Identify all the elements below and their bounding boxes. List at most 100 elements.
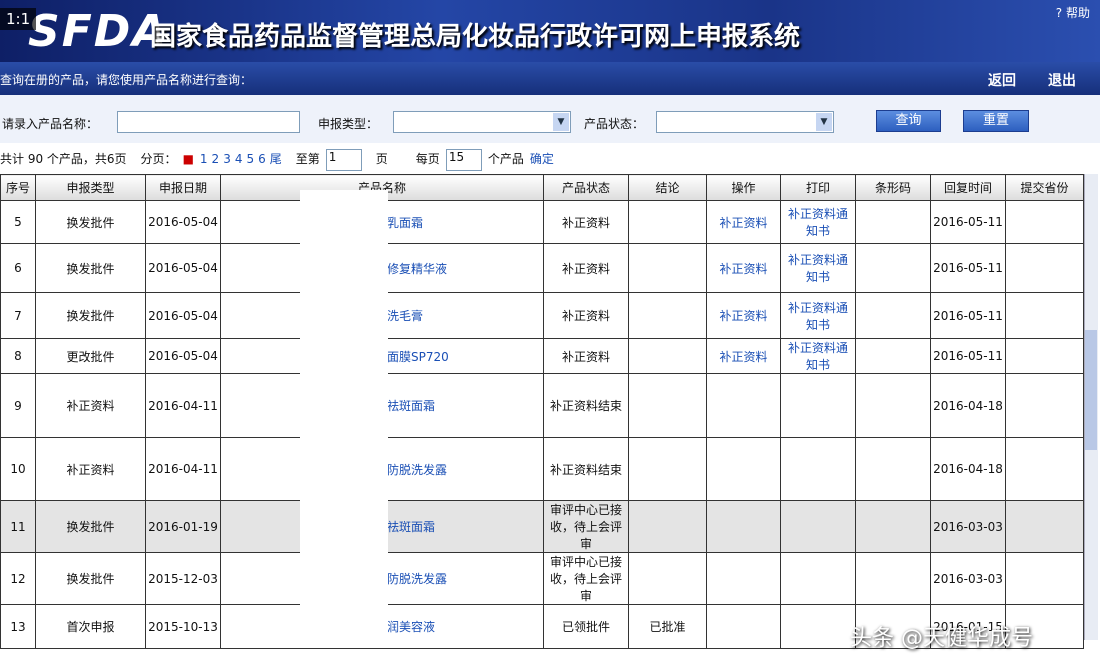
product-name[interactable]: 润美容液	[387, 620, 436, 634]
product-name[interactable]: 面膜SP720	[387, 349, 449, 364]
status: 补正资料结束	[549, 399, 622, 413]
page-link[interactable]: 5	[246, 152, 255, 166]
cell: 7	[0, 292, 36, 339]
table-row: 7 换发批件 2016-05-04 洗毛膏 补正资料 补正资料 补正资料通知书 2016-05…	[0, 292, 1084, 339]
seq: 11	[10, 519, 26, 534]
cell: 2016-05-11	[930, 243, 1006, 293]
cell	[855, 243, 931, 293]
help-text[interactable]: 帮助	[1065, 6, 1090, 20]
page-link[interactable]: 3	[223, 152, 231, 166]
product-name[interactable]: 防脱洗发露	[387, 572, 448, 586]
status: 补正资料	[561, 309, 610, 323]
table-row: 10 补正资料 2016-04-11 防脱洗发露 补正资料结束 2016-04-18	[0, 437, 1084, 501]
apply-date: 2016-05-04	[148, 349, 218, 363]
print[interactable]: 补正资料通知书	[787, 300, 848, 332]
table-row: 5 换发批件 2016-05-04 乳面霜 补正资料 补正资料 补正资料通知书 2016-05…	[0, 200, 1084, 244]
status-select[interactable]: ▼	[656, 111, 834, 133]
action[interactable]: 补正资料	[719, 215, 768, 230]
apply-type: 换发批件	[66, 309, 115, 323]
product-name[interactable]: 洗毛膏	[387, 309, 424, 323]
cell: 2016-05-04	[145, 292, 221, 339]
cell: 2016-03-03	[930, 552, 1006, 605]
goto-input[interactable]: 1	[325, 148, 362, 171]
cell	[1005, 200, 1084, 244]
goto-label: 至第	[295, 152, 320, 166]
cell: 2016-05-11	[930, 200, 1006, 244]
table-row: 11 换发批件 2016-01-19 祛斑面霜 审评中心已接收，待上会评审 2016-03…	[0, 500, 1084, 553]
product-name[interactable]: 修复精华液	[387, 261, 448, 276]
cell	[780, 604, 856, 649]
seq: 7	[14, 308, 22, 323]
per-page-input[interactable]: 15	[445, 148, 482, 171]
product-name[interactable]: 祛斑面霜	[387, 399, 436, 413]
action[interactable]: 补正资料	[719, 309, 768, 323]
cell: 更改批件	[35, 338, 146, 374]
column-header: 提交省份	[1005, 174, 1084, 201]
cell	[855, 437, 931, 501]
cell: 审评中心已接收，待上会评审	[543, 552, 629, 605]
name-input[interactable]	[117, 111, 300, 133]
last-link[interactable]: 尾	[269, 152, 282, 166]
cell	[706, 604, 781, 649]
apply-type: 首次申报	[66, 620, 115, 634]
back-link[interactable]: 返回	[988, 73, 1016, 89]
cell: 补正资料	[543, 200, 629, 244]
column-header: 结论	[628, 174, 707, 201]
action[interactable]: 补正资料	[719, 261, 768, 276]
status: 补正资料	[561, 261, 610, 276]
product-name[interactable]: 防脱洗发露	[387, 462, 448, 477]
status: 补正资料结束	[549, 462, 622, 477]
seq: 10	[10, 462, 26, 476]
page-link[interactable]: 4	[234, 152, 243, 166]
column-header: 申报类型	[35, 174, 146, 201]
column-header: 打印	[780, 174, 856, 201]
page-link[interactable]: 1	[199, 152, 208, 166]
print[interactable]: 补正资料通知书	[787, 207, 848, 238]
page-link[interactable]: 6	[258, 152, 266, 166]
column-header: 序号	[0, 174, 36, 201]
cell: 2015-12-03	[145, 552, 221, 605]
conclusion: 已批准	[649, 620, 686, 634]
logout-link[interactable]: 退出	[1048, 73, 1076, 89]
result-table: 序号 申报类型 申报日期 产品名称 产品状态 结论 操作 打印 条形码 回复时间 提交省份 5 换发批件…	[0, 174, 1084, 649]
cell: 补正资料	[543, 243, 629, 293]
print[interactable]: 补正资料通知书	[787, 253, 848, 284]
product-name[interactable]: 祛斑面霜	[387, 520, 436, 534]
seq: 8	[14, 349, 22, 363]
query-button[interactable]: 查询	[876, 110, 941, 132]
cell: 补正资料通知书	[780, 292, 856, 339]
scroll-thumb[interactable]	[1085, 330, 1097, 450]
apply-type: 换发批件	[66, 261, 115, 276]
help-link[interactable]: ? 帮助	[1055, 6, 1090, 20]
reset-button[interactable]: 重置	[963, 110, 1029, 132]
cell	[1005, 292, 1084, 339]
cell: 8	[0, 338, 36, 374]
cell	[706, 500, 781, 553]
cell: 2016-04-11	[145, 437, 221, 501]
cell: 换发批件	[35, 243, 146, 293]
logo: SFDA	[28, 6, 169, 57]
seq: 5	[14, 215, 22, 229]
cell	[855, 200, 931, 244]
type-label: 申报类型：	[318, 117, 379, 131]
status: 已领批件	[561, 620, 610, 634]
apply-date: 2016-04-11	[148, 398, 218, 413]
first-icon[interactable]: ■	[182, 152, 194, 166]
confirm-link[interactable]: 确定	[529, 152, 554, 166]
type-select[interactable]: ▼	[393, 111, 571, 133]
cell	[855, 604, 931, 649]
product-name[interactable]: 乳面霜	[387, 215, 424, 230]
cell	[780, 500, 856, 553]
cell: 2016-01-15	[930, 604, 1006, 649]
seq: 12	[10, 571, 26, 586]
per-page-unit: 个产品	[487, 152, 524, 166]
print[interactable]: 补正资料通知书	[787, 341, 848, 372]
cell	[628, 200, 707, 244]
cell	[1005, 437, 1084, 501]
cell: 补正资料结束	[543, 373, 629, 438]
action[interactable]: 补正资料	[719, 349, 768, 364]
apply-type: 补正资料	[66, 462, 115, 477]
apply-date: 2016-05-04	[148, 215, 218, 229]
page-link[interactable]: 2	[211, 152, 220, 166]
